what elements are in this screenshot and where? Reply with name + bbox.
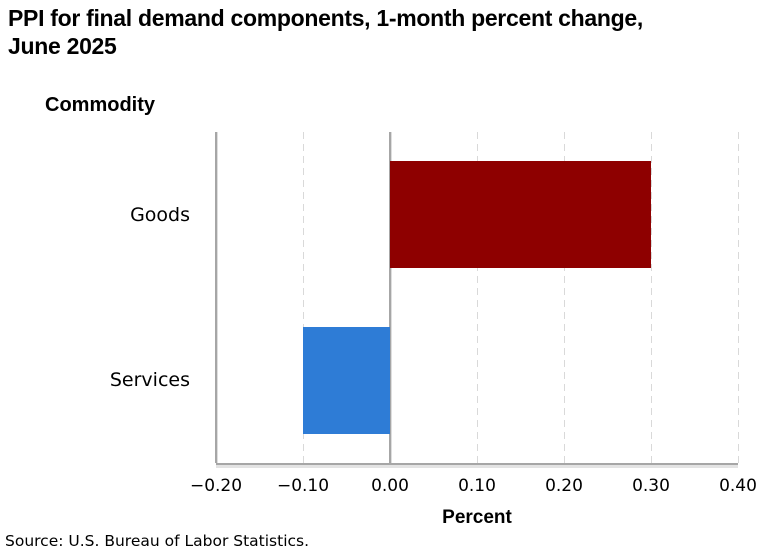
plot-area: −0.20 −0.10 0.00 0.10 0.20 0.30 0.40 Goods Servi… [110, 132, 757, 496]
source-note: Source: U.S. Bureau of Labor Statistics. [5, 532, 310, 550]
chart-title: PPI for final demand components, 1-month… [8, 4, 643, 60]
x-tick-label: 0.20 [545, 476, 583, 496]
x-tick-label: 0.10 [458, 476, 496, 496]
zero-line [389, 132, 391, 463]
chart-title-line-1: PPI for final demand components, 1-month… [8, 5, 643, 31]
x-tick-label: −0.10 [276, 476, 330, 496]
gridline [650, 132, 652, 463]
gridline [563, 132, 565, 463]
y-axis-line [215, 132, 217, 463]
x-tick-label: 0.40 [719, 476, 757, 496]
chart-title-line-2: June 2025 [8, 33, 117, 59]
y-axis-title: Commodity [45, 94, 155, 116]
gridline [302, 132, 304, 463]
x-axis-title: Percent [442, 507, 512, 528]
x-tick-label: 0.00 [371, 476, 409, 496]
x-tick-label: −0.20 [189, 476, 243, 496]
category-label-goods: Goods [130, 203, 190, 226]
category-label-services: Services [109, 369, 190, 392]
bar-goods [390, 161, 651, 268]
x-tick-label: 0.30 [632, 476, 670, 496]
bar-services [303, 327, 390, 434]
gridline [476, 132, 478, 463]
gridline [737, 132, 739, 463]
